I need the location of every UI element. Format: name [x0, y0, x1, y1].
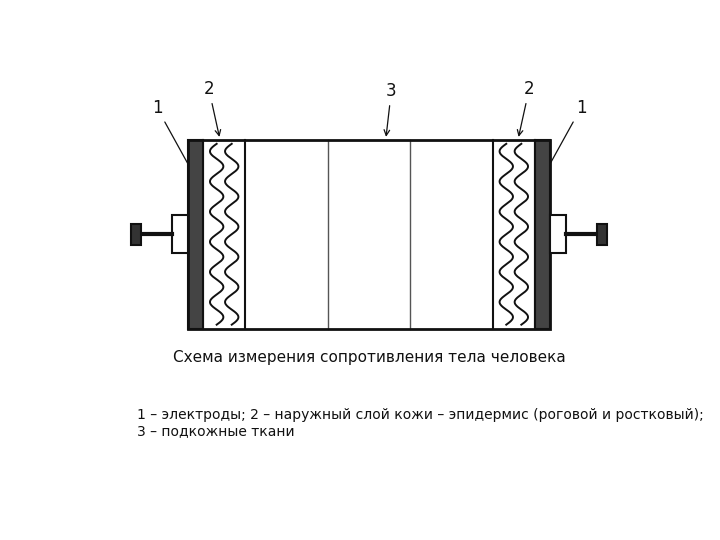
- Text: Схема измерения сопротивления тела человека: Схема измерения сопротивления тела челов…: [173, 350, 565, 366]
- Text: 1: 1: [152, 99, 194, 174]
- Bar: [172, 215, 188, 253]
- Bar: [188, 140, 550, 329]
- Bar: [535, 140, 550, 329]
- Bar: [203, 140, 535, 329]
- Text: 2: 2: [204, 80, 220, 136]
- Text: 1: 1: [544, 99, 586, 174]
- Text: 2: 2: [518, 80, 534, 136]
- Text: 3: 3: [384, 82, 397, 136]
- Bar: [131, 224, 141, 245]
- Bar: [597, 224, 607, 245]
- Text: 1 – электроды; 2 – наружный слой кожи – эпидермис (роговой и ростковый);
3 – под: 1 – электроды; 2 – наружный слой кожи – …: [138, 408, 704, 438]
- Bar: [550, 215, 566, 253]
- Bar: [188, 140, 203, 329]
